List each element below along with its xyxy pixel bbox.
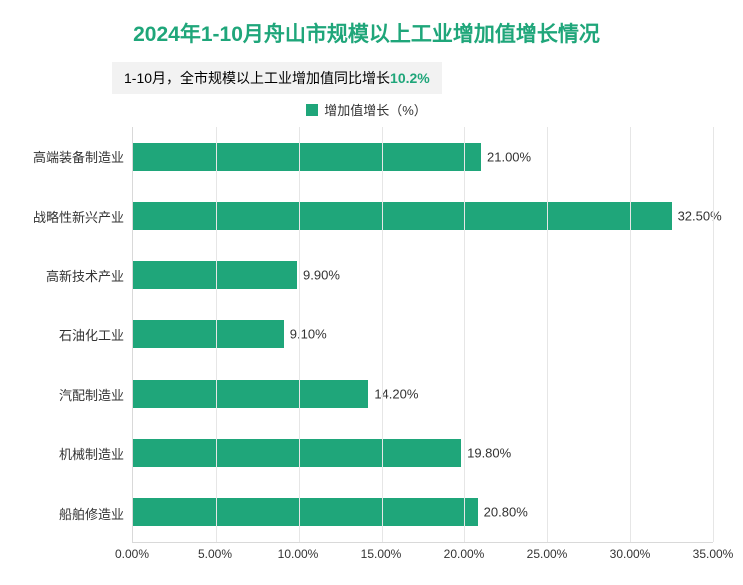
bar: 21.00%: [133, 143, 481, 171]
bars-column: 21.00% 32.50% 9.90% 9.10%: [133, 127, 713, 542]
bar-value-label: 9.90%: [303, 268, 340, 283]
chart-subtitle: 1-10月，全市规模以上工业增加值同比增长10.2%: [112, 62, 442, 94]
y-axis-labels: 高端装备制造业 战略性新兴产业 高新技术产业 石油化工业 汽配制造业 机械制造业…: [20, 127, 132, 543]
gridline: [464, 127, 465, 542]
x-tick-label: 15.00%: [361, 547, 402, 561]
bar-value-label: 32.50%: [678, 208, 722, 223]
chart-title: 2024年1-10月舟山市规模以上工业增加值增长情况: [20, 18, 713, 48]
y-label: 高端装备制造业: [20, 127, 132, 186]
bar-row: 19.80%: [133, 423, 713, 482]
bar: 20.80%: [133, 498, 478, 526]
bar: 14.20%: [133, 380, 368, 408]
x-tick-label: 5.00%: [198, 547, 232, 561]
subtitle-text: 1-10月，全市规模以上工业增加值同比增长: [124, 70, 390, 86]
chart-container: 2024年1-10月舟山市规模以上工业增加值增长情况 1-10月，全市规模以上工…: [0, 0, 743, 585]
x-tick-label: 10.00%: [278, 547, 319, 561]
gridline: [216, 127, 217, 542]
gridline: [382, 127, 383, 542]
subtitle-value: 10.2%: [390, 70, 430, 86]
bar: 32.50%: [133, 202, 672, 230]
bar-value-label: 21.00%: [487, 149, 531, 164]
bar-value-label: 9.10%: [290, 327, 327, 342]
bar-row: 9.10%: [133, 305, 713, 364]
bar: 19.80%: [133, 439, 461, 467]
gridline: [630, 127, 631, 542]
bar-row: 14.20%: [133, 364, 713, 423]
bar-value-label: 20.80%: [484, 505, 528, 520]
gridline: [547, 127, 548, 542]
bar-row: 21.00%: [133, 127, 713, 186]
bars-area: 21.00% 32.50% 9.90% 9.10%: [132, 127, 713, 543]
legend-label: 增加值增长（%）: [324, 103, 427, 118]
y-label: 高新技术产业: [20, 246, 132, 305]
x-tick-label: 20.00%: [444, 547, 485, 561]
bar-row: 20.80%: [133, 483, 713, 542]
bar-value-label: 19.80%: [467, 446, 511, 461]
y-label: 机械制造业: [20, 424, 132, 483]
gridline: [299, 127, 300, 542]
chart-legend: 增加值增长（%）: [20, 100, 713, 119]
y-label: 战略性新兴产业: [20, 186, 132, 245]
x-tick-label: 25.00%: [527, 547, 568, 561]
y-label: 船舶修造业: [20, 484, 132, 543]
plot-area: 高端装备制造业 战略性新兴产业 高新技术产业 石油化工业 汽配制造业 机械制造业…: [20, 127, 713, 543]
x-tick-label: 35.00%: [693, 547, 734, 561]
bar-row: 32.50%: [133, 186, 713, 245]
x-tick-label: 30.00%: [610, 547, 651, 561]
legend-swatch: [306, 104, 318, 116]
y-label: 汽配制造业: [20, 365, 132, 424]
x-tick-label: 0.00%: [115, 547, 149, 561]
bar: 9.10%: [133, 320, 284, 348]
gridline: [713, 127, 714, 542]
x-axis: 0.00%5.00%10.00%15.00%20.00%25.00%30.00%…: [132, 547, 713, 565]
y-label: 石油化工业: [20, 305, 132, 364]
bar-row: 9.90%: [133, 246, 713, 305]
